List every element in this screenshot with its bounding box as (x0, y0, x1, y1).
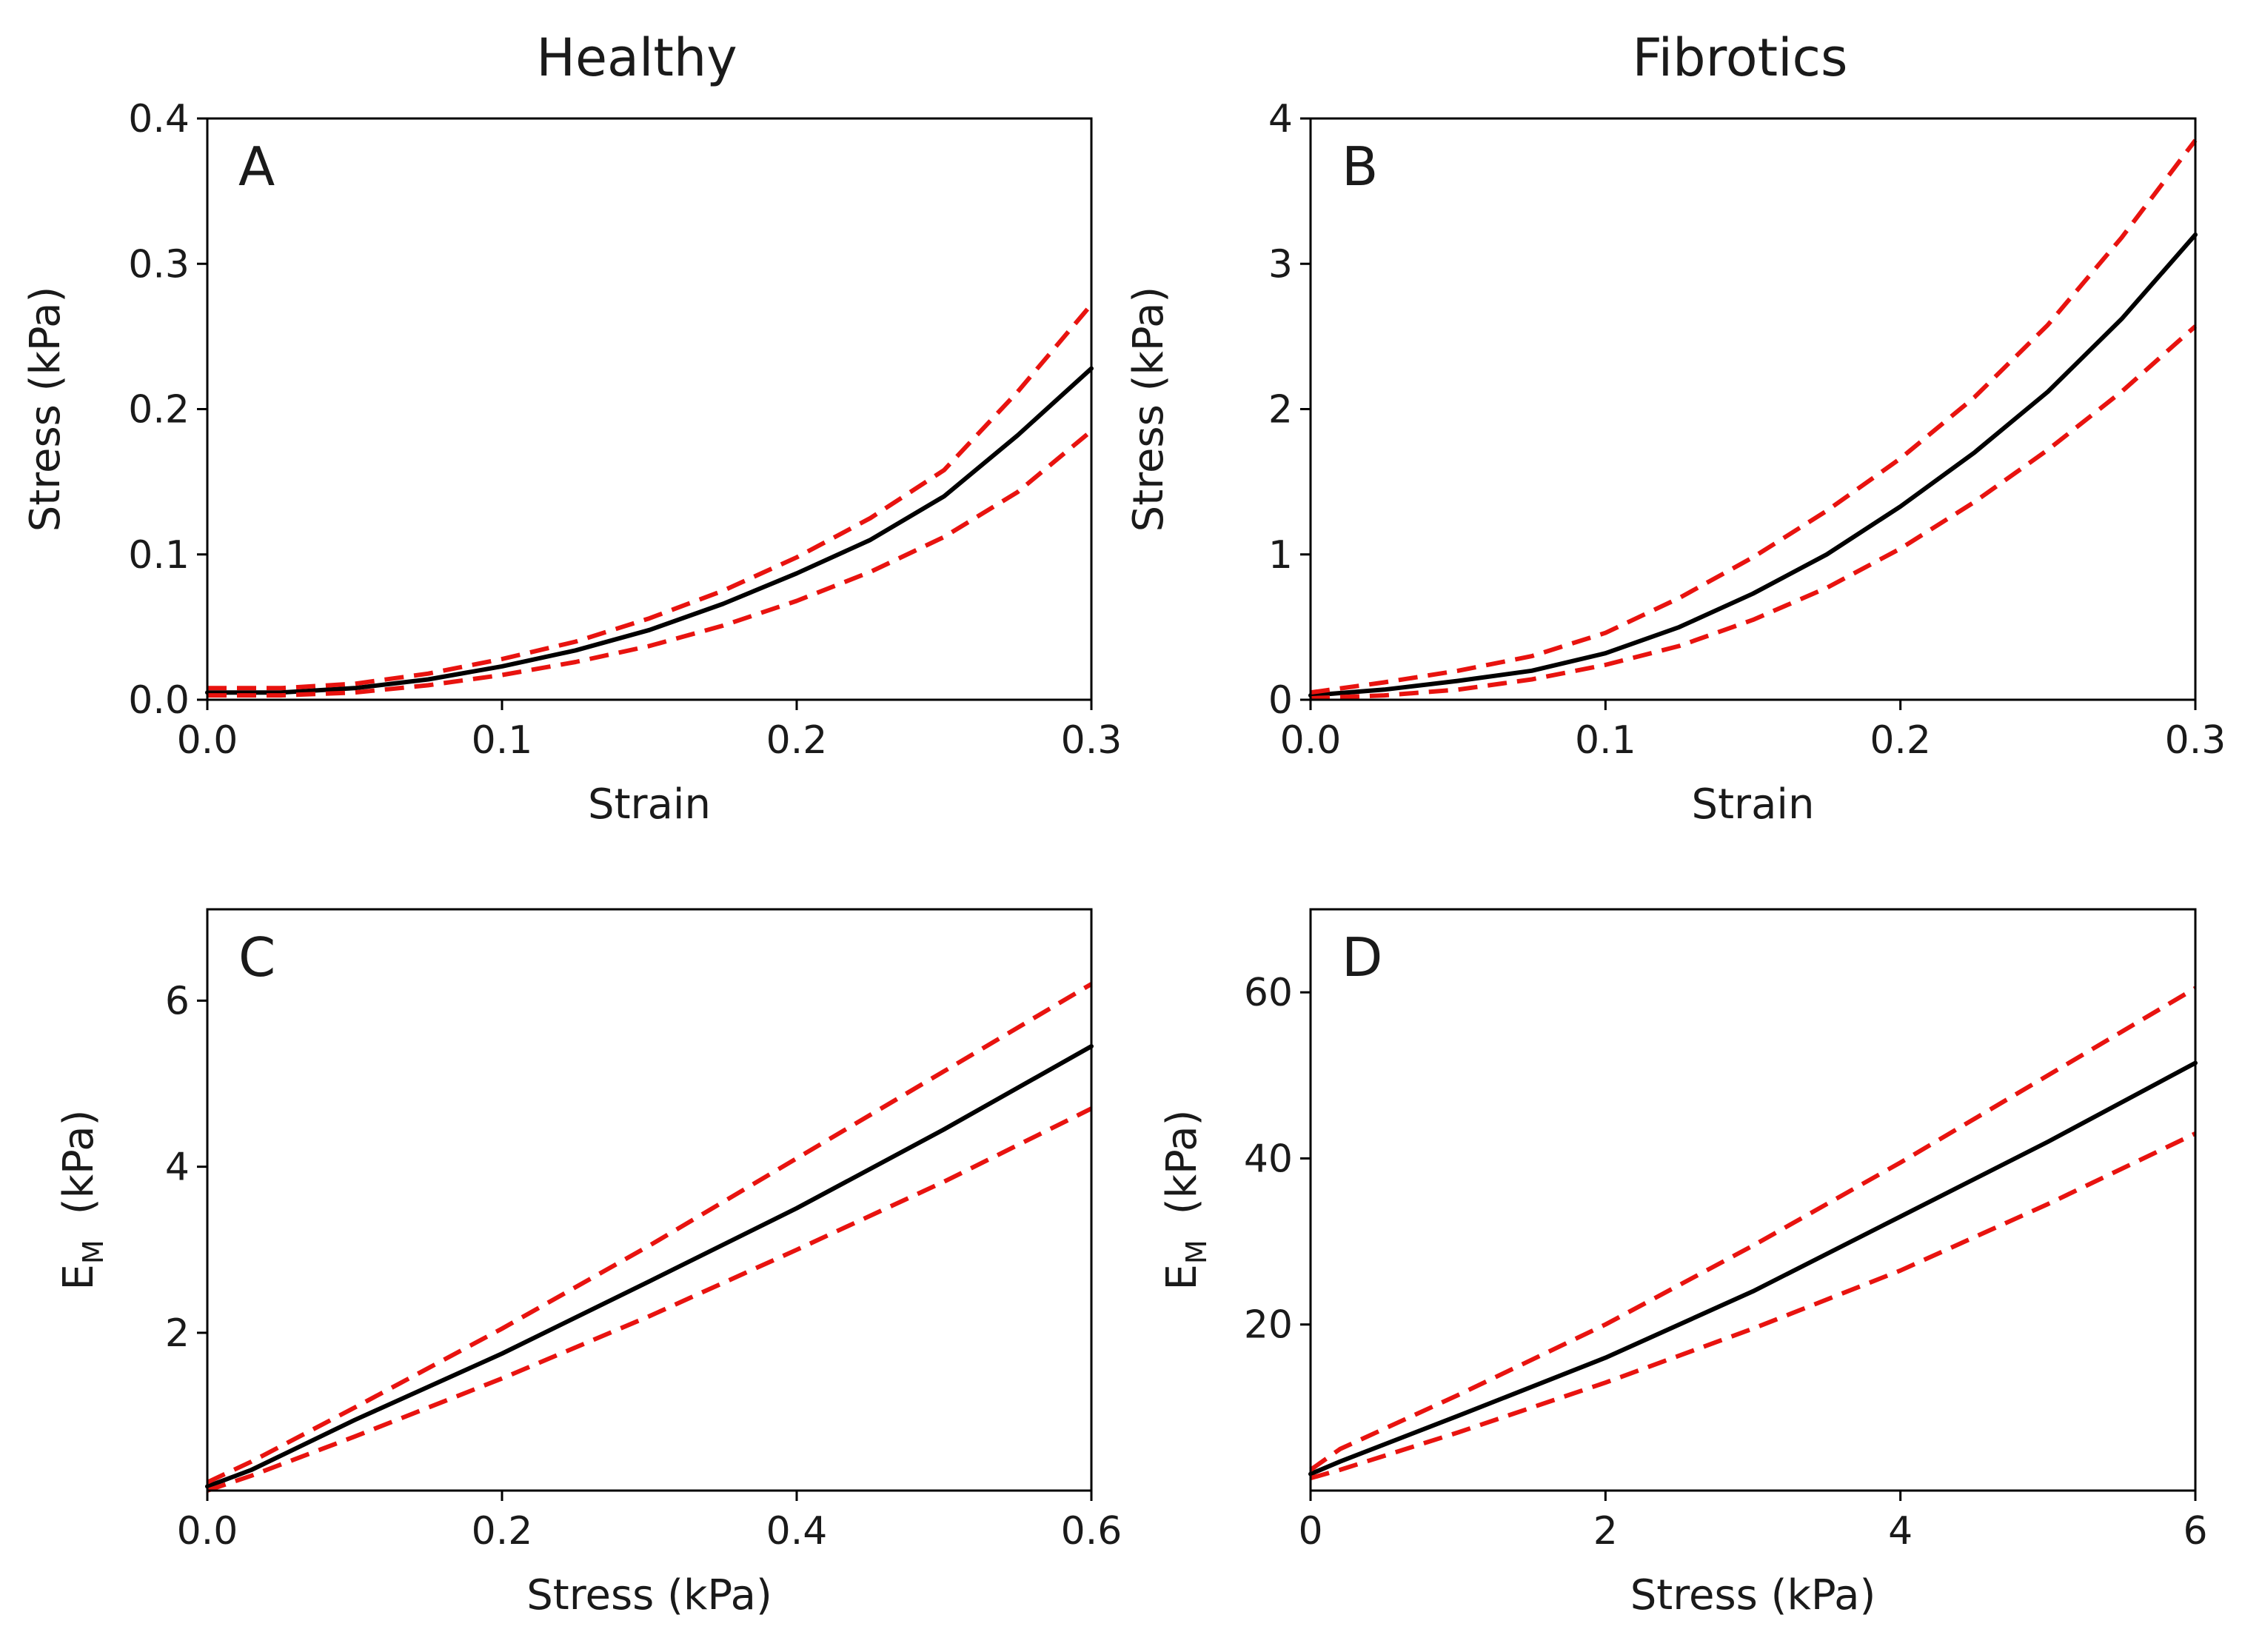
x-tick-label: 0.3 (1061, 718, 1122, 763)
y-tick-label: 0 (1268, 678, 1293, 723)
x-tick-label: 0.1 (1575, 718, 1636, 763)
plot-frame-d (1309, 908, 2197, 1492)
series-line-mean-b (1308, 233, 2198, 698)
plot-frame-c (206, 908, 1093, 1492)
series-line-mean-d (1308, 1060, 2198, 1477)
y-tick-label: 40 (1244, 1137, 1293, 1181)
series-line-upper-a (207, 303, 1094, 691)
series-line-upper-c (206, 982, 1093, 1485)
y-tick-label: 4 (165, 1146, 190, 1190)
x-tick-label: 6 (2183, 1509, 2207, 1554)
series-line-lower-a (207, 429, 1093, 698)
column-title-fibrotics: Fibrotics (1633, 27, 1848, 88)
y-tick-label: 0.1 (128, 533, 190, 578)
y-axis-label-a: Stress (kPa) (21, 287, 70, 532)
y-tick-label: 0.4 (128, 97, 190, 141)
y-tick-label: 0.2 (128, 388, 190, 432)
y-axis-label-b: Stress (kPa) (1125, 287, 1173, 532)
y-tick-label: 2 (1268, 388, 1293, 432)
x-tick-label: 0.4 (766, 1509, 828, 1554)
y-axis-label-c: EM(kPa) (55, 1110, 110, 1291)
y-tick-label: 0.3 (128, 242, 190, 287)
series-line-mean-c (205, 1044, 1094, 1489)
x-tick-label: 0.2 (472, 1509, 533, 1554)
y-tick-label: 0.0 (128, 678, 190, 723)
y-axis-label-d: EM(kPa) (1158, 1110, 1213, 1291)
x-tick-label: 0.2 (766, 718, 828, 763)
panel-letter-c: C (238, 926, 275, 989)
x-axis-label-c: Stress (kPa) (526, 1571, 772, 1619)
panel-c: 0.0 0.2 0.4 0.6 2 4 6 Stress (kPa) EM(kPa) C (55, 908, 1122, 1619)
y-tick-label: 4 (1268, 97, 1293, 141)
x-axis-label-b: Strain (1692, 780, 1815, 829)
x-tick-label: 0.2 (1870, 718, 1931, 763)
y-tick-label: 20 (1244, 1303, 1293, 1348)
x-tick-label: 2 (1593, 1509, 1618, 1554)
panel-letter-d: D (1342, 926, 1382, 989)
panel-letter-a: A (238, 136, 275, 198)
x-tick-label: 0.0 (1280, 718, 1342, 763)
series-line-upper-b (1310, 138, 2198, 695)
x-axis-label-d: Stress (kPa) (1630, 1571, 1876, 1619)
x-tick-label: 0.3 (2165, 718, 2226, 763)
series-line-lower-c (207, 1106, 1093, 1493)
x-tick-label: 0.6 (1061, 1509, 1122, 1554)
y-tick-label: 2 (165, 1311, 190, 1356)
y-tick-label: 3 (1268, 242, 1293, 287)
column-title-healthy: Healthy (536, 27, 737, 88)
y-tick-label: 60 (1244, 971, 1293, 1015)
y-tick-label: 6 (165, 979, 190, 1023)
x-tick-label: 0.1 (472, 718, 533, 763)
panel-d: 0 2 4 6 20 40 60 Stress (kPa) EM(kPa) D (1158, 908, 2208, 1619)
series-line-upper-d (1309, 986, 2197, 1472)
series-line-lower-d (1310, 1131, 2197, 1481)
x-tick-label: 0.0 (177, 718, 238, 763)
plot-frame-a (206, 117, 1093, 701)
panel-letter-b: B (1342, 136, 1378, 198)
x-tick-label: 0 (1298, 1509, 1322, 1554)
x-tick-label: 0.0 (177, 1509, 238, 1554)
y-tick-label: 1 (1268, 533, 1293, 578)
x-axis-label-a: Strain (588, 780, 711, 829)
panel-b: 0.0 0.1 0.2 0.3 0 1 2 3 4 Strain Stress (kPa) B (1125, 97, 2226, 829)
panel-a: 0.0 0.1 0.2 0.3 0.0 0.1 0.2 0.3 0.4 Strain Stress … (21, 97, 1122, 829)
series-line-mean-a (205, 366, 1094, 695)
plot-frame-b (1309, 117, 2197, 701)
series-line-lower-b (1310, 324, 2197, 700)
x-tick-label: 4 (1888, 1509, 1913, 1554)
